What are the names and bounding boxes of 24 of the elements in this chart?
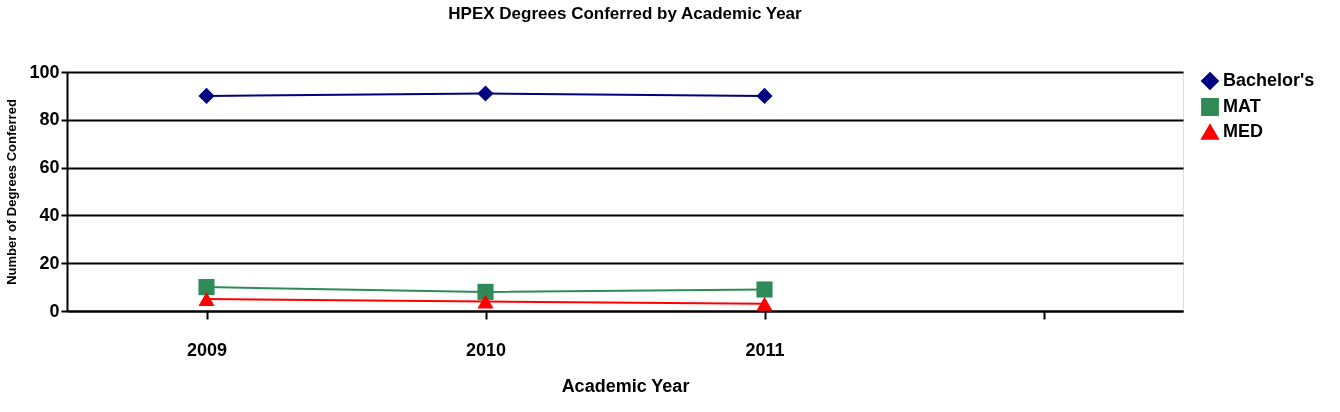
point bbox=[198, 292, 215, 307]
x-axis-title: Academic Year bbox=[561, 375, 690, 396]
y-tick-label: 60 bbox=[39, 157, 60, 178]
point bbox=[756, 87, 773, 104]
legend-label: MED bbox=[1223, 121, 1263, 141]
x-tick-label: 2009 bbox=[186, 339, 228, 360]
chart-title: HPEX Degrees Conferred by Academic Year bbox=[448, 4, 803, 23]
y-axis-title: Number of Degrees Conferred bbox=[4, 99, 20, 285]
y-tick-label: 40 bbox=[39, 204, 60, 225]
legend-label: Bachelor's bbox=[1223, 70, 1315, 90]
point bbox=[198, 87, 215, 104]
x-tick-label: 2010 bbox=[465, 339, 507, 360]
y-tick-label: 80 bbox=[39, 109, 60, 130]
point bbox=[477, 283, 494, 300]
point bbox=[756, 281, 773, 298]
point bbox=[477, 294, 494, 309]
y-tick-label: 0 bbox=[49, 300, 60, 321]
point bbox=[477, 85, 494, 102]
y-tick-label: 100 bbox=[29, 61, 60, 82]
x-tick-label: 2011 bbox=[745, 339, 785, 360]
y-tick-label: 20 bbox=[39, 252, 60, 273]
point bbox=[198, 279, 215, 296]
legend-label: MAT bbox=[1223, 96, 1261, 116]
point bbox=[756, 296, 773, 311]
